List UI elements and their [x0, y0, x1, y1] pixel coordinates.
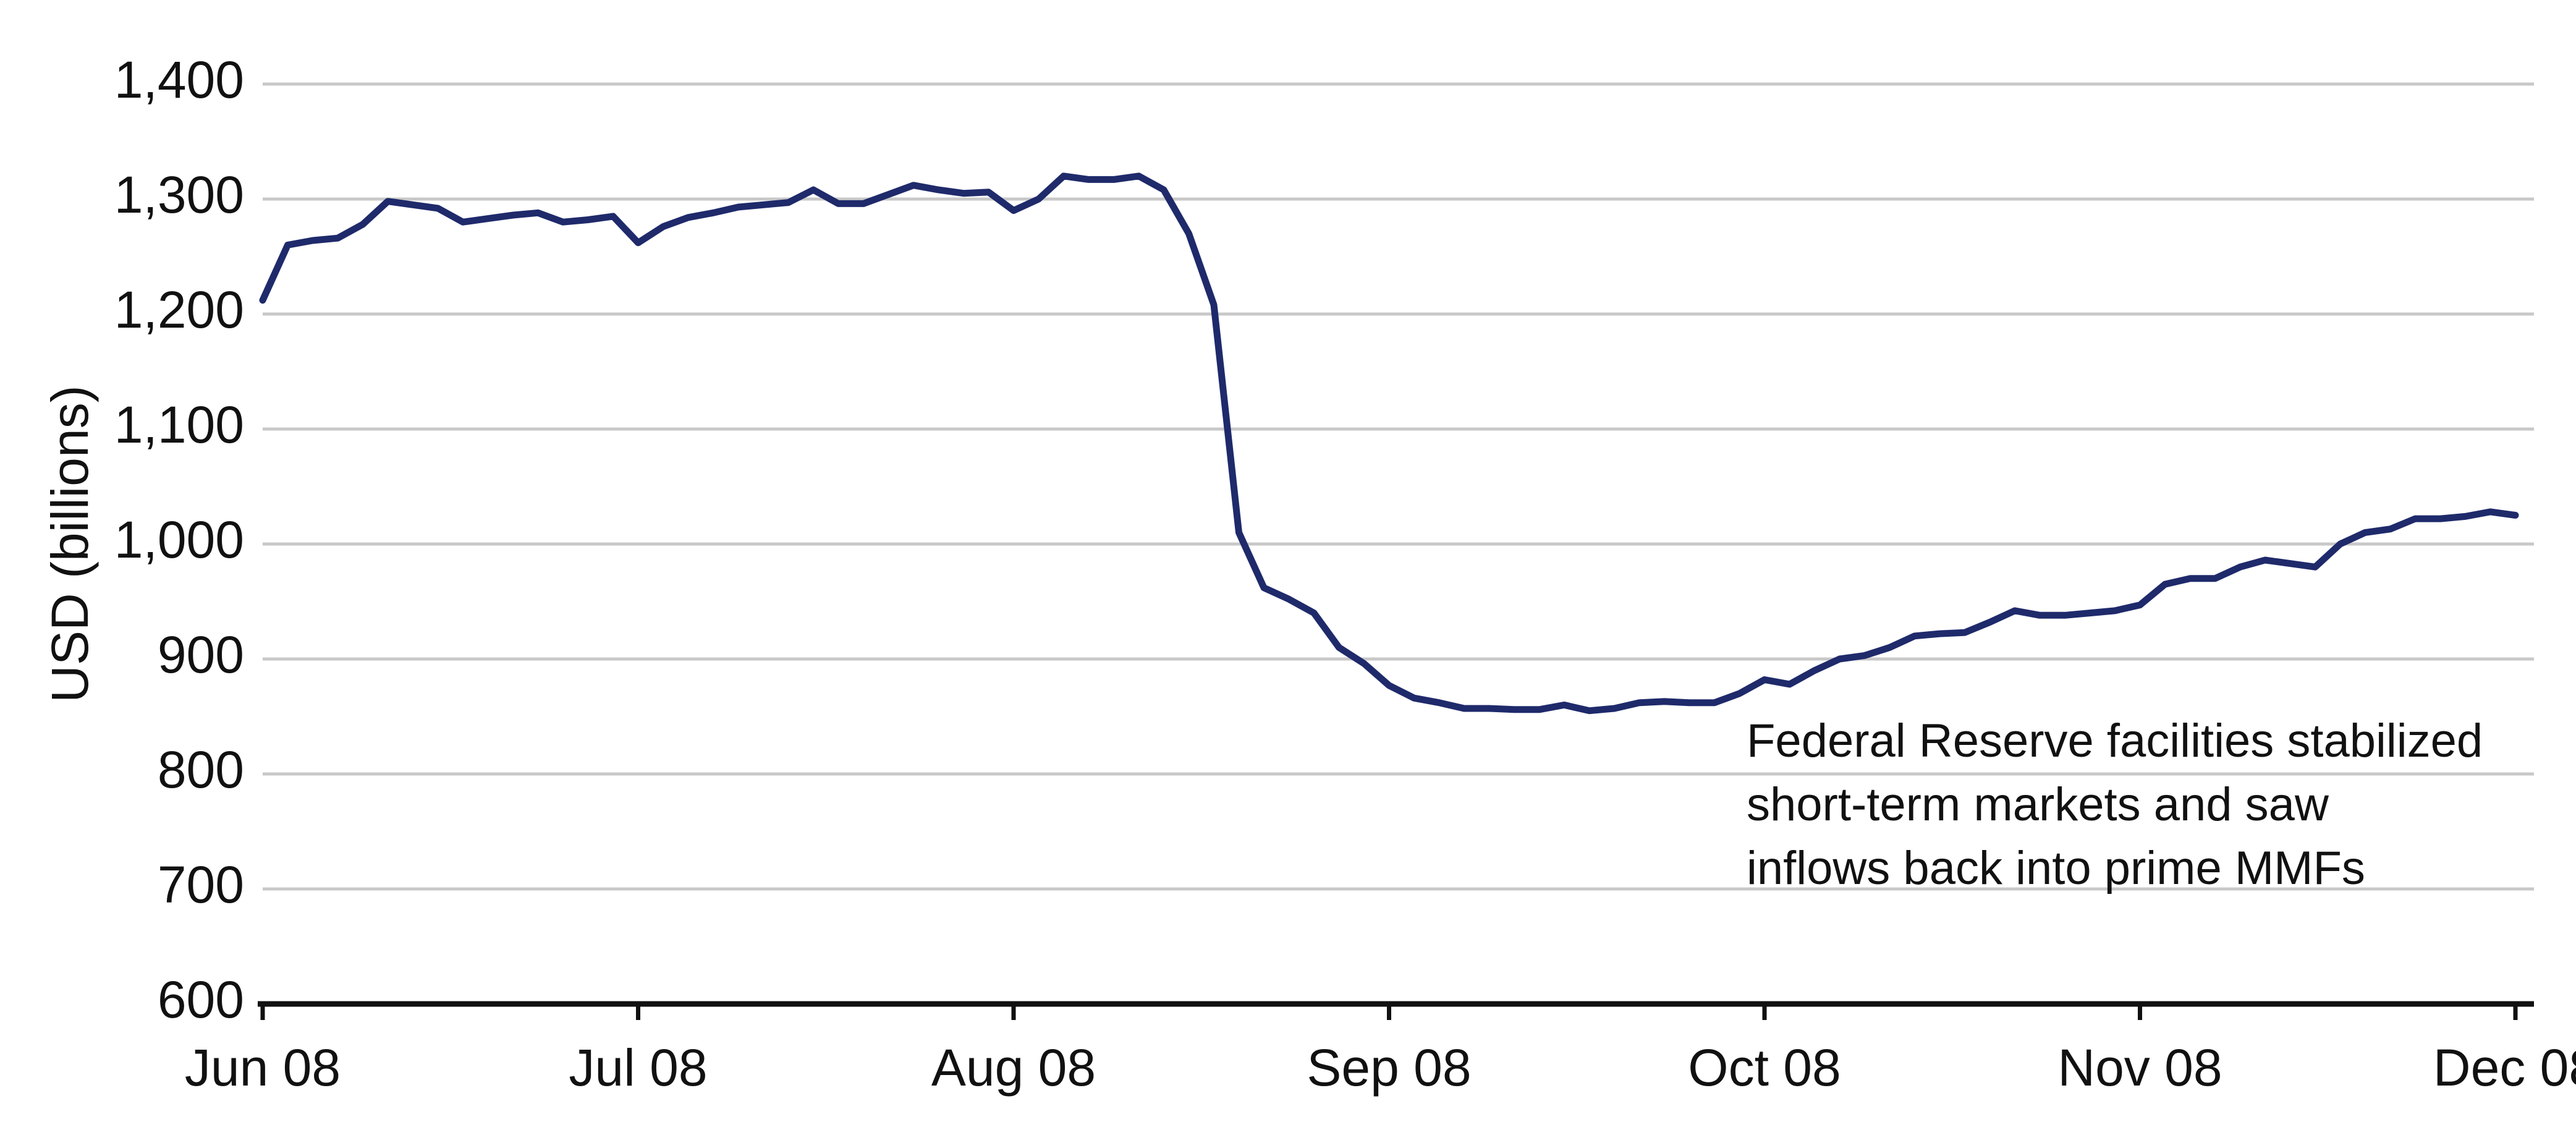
annotation: inflows back into prime MMFs	[1747, 842, 2365, 895]
y-tick-label: 1,100	[114, 396, 244, 454]
data-line	[259, 172, 2519, 715]
y-tick-label: 1,200	[114, 281, 244, 339]
y-tick-label: 900	[158, 626, 244, 684]
y-axis-label: USD (billions)	[41, 385, 99, 702]
x-tick-label: Jul 08	[569, 1039, 707, 1097]
x-tick-label: Sep 08	[1307, 1039, 1471, 1097]
y-tick-label: 1,000	[114, 511, 244, 569]
x-tick-label: Nov 08	[2057, 1039, 2222, 1097]
y-tick-label: 1,400	[114, 51, 244, 109]
y-tick-label: 1,300	[114, 166, 244, 224]
y-tick-label: 600	[158, 971, 244, 1029]
y-tick-label: 800	[158, 741, 244, 799]
x-tick-label: Jun 08	[185, 1039, 341, 1097]
annotation: Federal Reserve facilities stabilized	[1747, 715, 2483, 767]
x-tick-label: Oct 08	[1688, 1039, 1841, 1097]
x-tick-label: Dec 08	[2433, 1039, 2576, 1097]
y-tick-label: 700	[158, 856, 244, 914]
annotation: short-term markets and saw	[1747, 778, 2329, 831]
x-tick-label: Aug 08	[931, 1039, 1096, 1097]
